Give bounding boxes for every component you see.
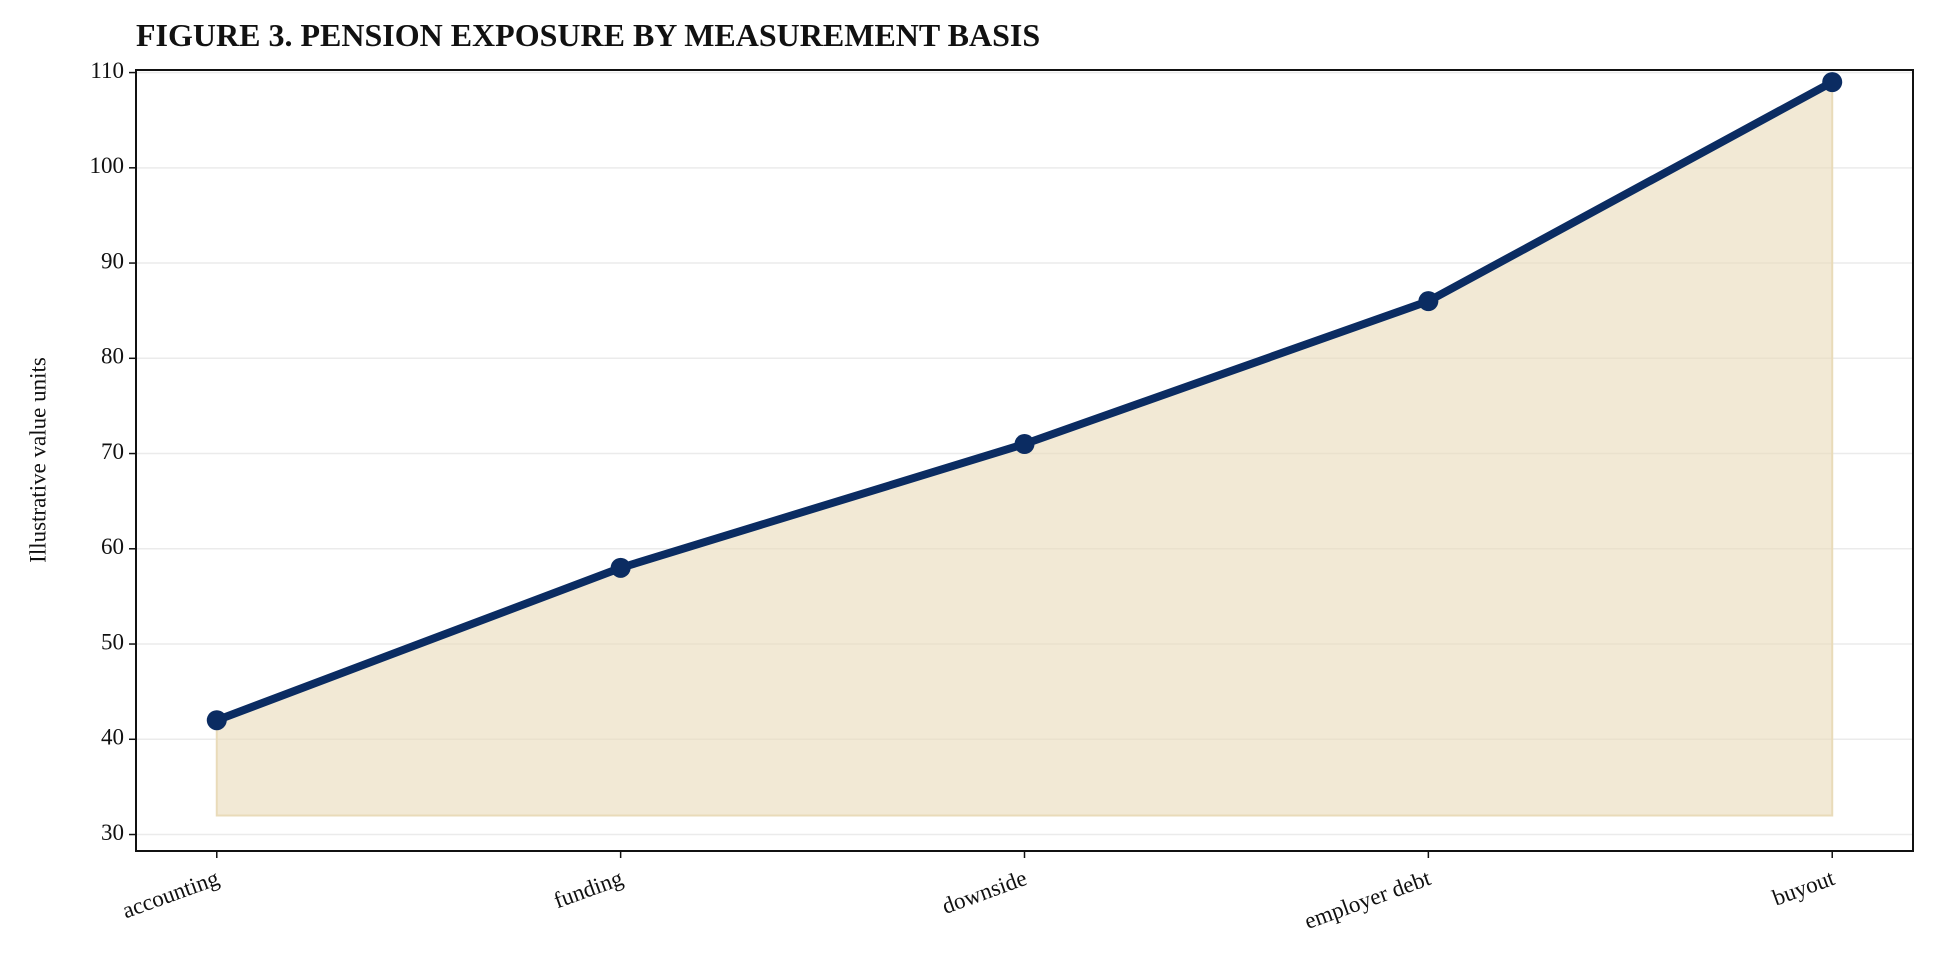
point <box>1418 291 1439 312</box>
y-axis-label: Illustrative value units <box>25 357 50 563</box>
x-tick-label: funding <box>550 865 626 913</box>
point <box>1014 434 1035 455</box>
y-tick-label: 40 <box>101 725 124 750</box>
y-tick-label: 90 <box>101 248 124 273</box>
y-tick-label: 30 <box>101 820 124 845</box>
point <box>206 710 227 731</box>
x-tick-label: accounting <box>119 865 223 923</box>
x-tick-label: downside <box>939 865 1030 919</box>
point <box>610 557 631 578</box>
y-tick-label: 110 <box>90 58 124 83</box>
y-tick-label: 50 <box>101 629 124 654</box>
x-tick-label: employer debt <box>1301 865 1434 934</box>
y-tick-label: 80 <box>101 344 124 369</box>
x-tick-label: buyout <box>1769 865 1838 911</box>
y-tick-label: 70 <box>101 439 124 464</box>
chart-title: FIGURE 3. PENSION EXPOSURE BY MEASUREMEN… <box>136 17 1040 53</box>
point <box>1822 72 1843 93</box>
plot-frame <box>135 69 1914 852</box>
y-tick-label: 60 <box>101 534 124 559</box>
y-tick-label: 100 <box>90 153 125 178</box>
